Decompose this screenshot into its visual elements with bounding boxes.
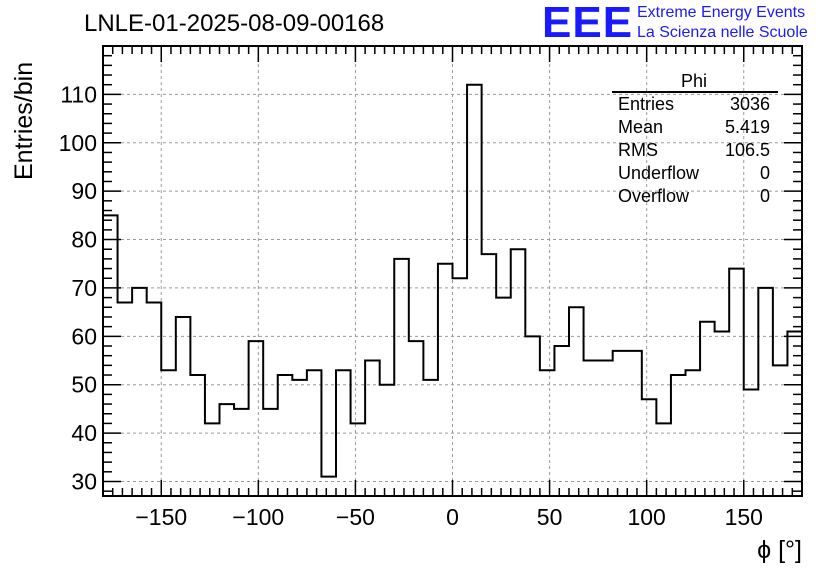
stats-row-value: 106.5: [725, 140, 770, 160]
axis-ticks: [103, 46, 802, 496]
stats-rows: Entries 3036 Mean 5.419 RMS 106.5 Underflow 0 Ov…: [618, 94, 770, 206]
y-tick-label: 50: [71, 372, 97, 398]
stats-box-title: Phi: [681, 71, 707, 91]
logo-caption-line2: La Scienza nelle Scuole: [637, 24, 808, 41]
y-axis-title: Entries/bin: [10, 62, 38, 180]
grid-lines: [103, 46, 802, 496]
stats-row-label: Underflow: [618, 163, 700, 183]
y-tick-label: 80: [71, 227, 97, 253]
x-tick-label: 150: [725, 504, 763, 530]
y-tick-label: 40: [71, 420, 97, 446]
x-tick-label: 100: [627, 504, 665, 530]
x-tick-label: 0: [446, 504, 459, 530]
x-tick-label: −100: [232, 504, 284, 530]
stats-row-label: Mean: [618, 117, 663, 137]
stats-box: Phi Entries 3036 Mean 5.419 RMS 106.5 Underflo…: [612, 71, 778, 206]
x-axis-title: ϕ [°]: [757, 536, 802, 564]
y-tick-label: 60: [71, 323, 97, 349]
tick-labels: −150 −100 −50 0 50 100 150 30 40 50 60 70 80 90 100 110: [59, 81, 763, 530]
x-tick-label: 50: [537, 504, 563, 530]
stats-row-label: RMS: [618, 140, 658, 160]
y-tick-label: 110: [60, 81, 97, 107]
stats-row-label: Overflow: [618, 186, 690, 206]
y-tick-label: 90: [71, 178, 97, 204]
stats-row-value: 0: [760, 186, 770, 206]
y-tick-label: 70: [71, 275, 97, 301]
y-tick-label: 100: [59, 130, 97, 156]
histogram-series-line: [102, 83, 803, 496]
stats-row-value: 3036: [730, 94, 770, 114]
eee-logo: EEE: [542, 0, 634, 47]
y-tick-label: 30: [71, 468, 97, 494]
stats-row-value: 0: [760, 163, 770, 183]
x-tick-label: −50: [336, 504, 375, 530]
stats-row-value: 5.419: [725, 117, 770, 137]
x-tick-label: −150: [135, 504, 187, 530]
stats-row-label: Entries: [618, 94, 674, 114]
chart-title: LNLE-01-2025-08-09-00168: [84, 10, 385, 37]
logo-caption-line1: Extreme Energy Events: [637, 4, 806, 21]
